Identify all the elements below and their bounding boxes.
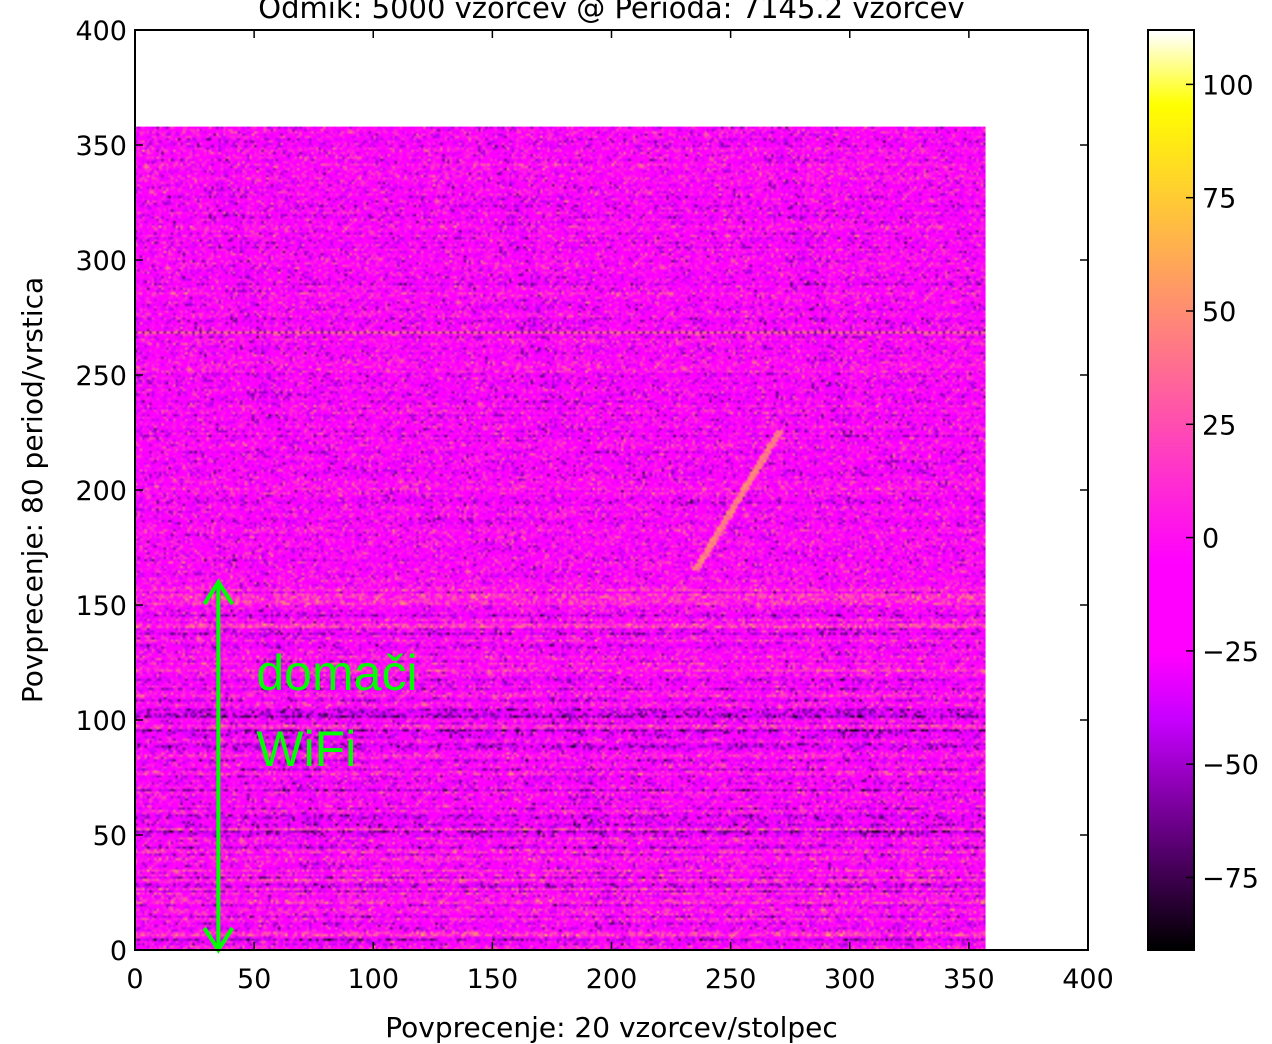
colorbar-frame	[1147, 29, 1195, 951]
colorbar-ticks: −75 −50 −25 0 25 50 75 100	[1186, 70, 1259, 894]
annotation-label-line-1: domači	[256, 645, 417, 701]
colorbar-tick-label: 25	[1202, 410, 1236, 441]
y-axis: 0 50 100 150 200 250 300 350 400	[75, 16, 1088, 967]
colorbar-tick-label: −50	[1202, 750, 1259, 781]
colorbar-tick-label: 75	[1202, 184, 1236, 215]
wifi-annotation: domači WiFi	[202, 578, 418, 954]
x-tick-label: 350	[943, 964, 995, 995]
y-tick-label: 0	[110, 936, 127, 967]
y-tick-label: 100	[75, 706, 127, 737]
annotation-label-line-2: WiFi	[256, 721, 356, 777]
heatmap-image	[135, 126, 986, 951]
x-tick-label: 200	[586, 964, 638, 995]
x-tick-label: 400	[1062, 964, 1114, 995]
x-tick-label: 300	[824, 964, 876, 995]
colorbar: −75 −50 −25 0 25 50 75 100	[1147, 29, 1259, 951]
plot-area: domači WiFi 0 50 100 150 200 250 300 350 400 0 50…	[75, 16, 1113, 995]
x-tick-label: 0	[126, 964, 143, 995]
y-tick-label: 300	[75, 246, 127, 277]
y-tick-label: 400	[75, 16, 127, 47]
x-tick-label: 250	[705, 964, 757, 995]
colorbar-tick-label: −75	[1202, 863, 1259, 894]
colorbar-tick-label: −25	[1202, 637, 1259, 668]
y-tick-label: 350	[75, 131, 127, 162]
y-tick-label: 150	[75, 591, 127, 622]
x-tick-label: 150	[467, 964, 519, 995]
colorbar-tick-label: 100	[1202, 70, 1254, 101]
y-tick-label: 50	[93, 821, 127, 852]
arrow-head-top	[202, 578, 235, 606]
y-axis-label: Povprecenje: 80 period/vrstica	[16, 277, 49, 703]
x-axis-label: Povprecenje: 20 vzorcev/stolpec	[385, 1011, 838, 1044]
chart-title: Odmik: 5000 vzorcev @ Perioda: 7145.2 vz…	[258, 0, 964, 25]
colorbar-gradient	[1148, 30, 1194, 950]
x-tick-label: 100	[347, 964, 399, 995]
x-tick-label: 50	[237, 964, 271, 995]
x-axis: 0 50 100 150 200 250 300 350 400	[126, 30, 1114, 995]
y-tick-label: 200	[75, 476, 127, 507]
y-tick-label: 250	[75, 361, 127, 392]
colorbar-tick-label: 50	[1202, 297, 1236, 328]
colorbar-tick-label: 0	[1202, 524, 1219, 555]
